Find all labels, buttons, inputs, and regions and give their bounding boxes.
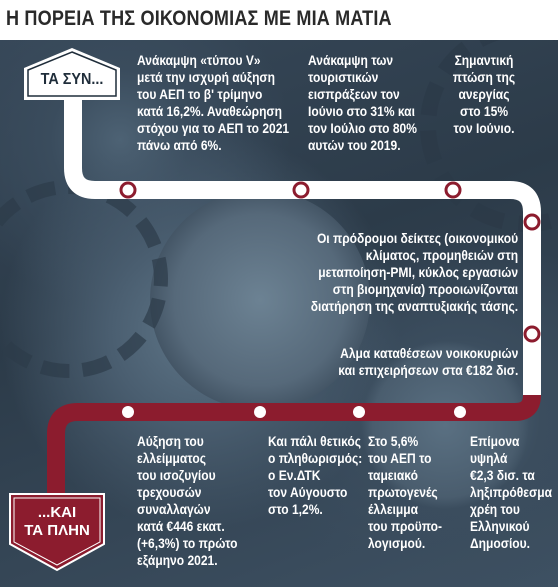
- text-line: πτώση της: [452, 69, 516, 85]
- text-line: εξάμηνο 2021.: [137, 552, 218, 568]
- coin-decoration: [150, 190, 370, 410]
- text-line: στο 1,2%.: [268, 501, 323, 517]
- end-arrow-sign: [9, 493, 105, 572]
- timeline-marker: [353, 406, 365, 418]
- text-line: μετά την ισχυρή αύξηση: [137, 69, 276, 85]
- text-line: κλίματος, προμηθειών στη: [365, 247, 518, 263]
- text-line: έλλειμμα: [368, 501, 419, 517]
- text-line: Ανάκαμψη «τύπου V»: [137, 52, 261, 68]
- timeline-marker: [444, 181, 462, 199]
- start-sign-label: ΤΑ ΣΥΝ...: [40, 71, 104, 88]
- text-line: Και πάλι θετικός: [268, 433, 362, 449]
- text-line: χρέη του: [470, 501, 520, 517]
- text-line: Αλμα καταθέσεων νοικοκυριών: [339, 345, 518, 361]
- negative-road: [47, 394, 541, 498]
- text-line: ανεργίας: [458, 86, 510, 102]
- header: Η ΠΟΡΕΙΑ ΤΗΣ ΟΙΚΟΝΟΜΙΑΣ ΜΕ ΜΙΑ ΜΑΤΙΑ: [0, 0, 558, 40]
- text-line: διατήρηση της αναπτυξιακής τάσης.: [310, 298, 518, 314]
- text-line: Σημαντική: [454, 52, 514, 68]
- text-line: του προϋπο-: [368, 518, 443, 534]
- negative-item-inflation: Και πάλι θετικός ο πληθωρισμός: ο Εν.ΔΤΚ τ…: [268, 433, 362, 518]
- text-line: ο πληθωρισμός:: [268, 450, 363, 466]
- text-line: Δημοσίου.: [470, 535, 531, 551]
- text-line: Αύξηση του: [137, 433, 204, 449]
- end-sign-label: ...ΚΑΙ ΤΑ ΠΛΗΝ: [10, 504, 104, 540]
- text-line: και επιχειρήσεων στα €182 δισ.: [337, 362, 518, 378]
- text-line: Ανάκαμψη των: [308, 52, 394, 68]
- positive-item-tourism: Ανάκαμψη των τουριστικών εισπράξεων τον Ιο…: [308, 52, 417, 154]
- text-line: κατά 16,2%. Αναθεώρηση: [137, 103, 283, 119]
- text-line: ελλείμματος: [137, 450, 206, 466]
- text-line: στόχου για το ΑΕΠ το 2021: [137, 120, 290, 136]
- timeline-marker: [523, 325, 541, 343]
- text-line: τον Ιούλιο στο 80%: [308, 120, 417, 136]
- text-line: ληξιπρόθεσμα: [470, 484, 553, 500]
- text-line: €2,3 δισ. τα: [470, 467, 535, 483]
- text-line: στη βιομηχανία) προοιωνίζονται: [332, 281, 518, 297]
- negative-item-arrears: Επίμονα υψηλά €2,3 δισ. τα ληξιπρόθεσμα χρέ…: [470, 433, 552, 552]
- text-line: τον Ιούνιο.: [453, 120, 515, 136]
- text-line: πάνω από 6%.: [137, 137, 222, 153]
- text-line: Στο 5,6%: [368, 433, 419, 449]
- text-line: συναλλαγών: [137, 501, 211, 517]
- text-line: του ΑΕΠ το β' τρίμηνο: [137, 86, 263, 102]
- text-line: πρωτογενές: [368, 484, 438, 500]
- text-line: κατά €446 εκατ.: [137, 518, 225, 534]
- positive-item-indicators: Οι πρόδρομοι δείκτες (οικονομικού κλίματο…: [311, 230, 518, 315]
- timeline-marker: [254, 406, 266, 418]
- end-sign-line: ΤΑ ΠΛΗΝ: [24, 522, 90, 539]
- text-line: τον Αύγουστο: [268, 484, 348, 500]
- text-line: λογισμού.: [368, 535, 426, 551]
- page-title: Η ΠΟΡΕΙΑ ΤΗΣ ΟΙΚΟΝΟΜΙΑΣ ΜΕ ΜΙΑ ΜΑΤΙΑ: [6, 7, 392, 30]
- negative-item-deficit: Στο 5,6% του ΑΕΠ το ταμειακό πρωτογενές έλλ…: [368, 433, 442, 552]
- text-line: υψηλά: [470, 450, 508, 466]
- positive-item-gdp: Ανάκαμψη «τύπου V» μετά την ισχυρή αύξηση…: [137, 52, 289, 154]
- text-line: του ΑΕΠ το: [368, 450, 432, 466]
- start-arrow-sign: [24, 48, 120, 100]
- text-line: (+6,3%) το πρώτο: [137, 535, 238, 551]
- text-line: ταμειακό: [368, 467, 418, 483]
- end-sign-line: ...ΚΑΙ: [37, 504, 77, 521]
- text-line: τουριστικών: [308, 69, 379, 85]
- text-line: Ιούνιο στο 31% και: [308, 103, 415, 119]
- positive-item-deposits: Αλμα καταθέσεων νοικοκυριών και επιχειρήσ…: [338, 345, 518, 379]
- timeline-marker: [119, 181, 137, 199]
- text-line: αυτών του 2019.: [308, 137, 401, 153]
- timeline-marker: [523, 213, 541, 231]
- text-line: μεταποίηση-PMI, κύκλος εργασιών: [318, 264, 518, 280]
- coin-decoration: [360, 340, 530, 510]
- text-line: Ελληνικού: [470, 518, 530, 534]
- timeline-marker: [454, 406, 466, 418]
- text-line: στο 15%: [459, 103, 509, 119]
- text-line: τρεχουσών: [137, 484, 202, 500]
- text-line: Οι πρόδρομοι δείκτες (οικονομικού: [316, 230, 518, 246]
- timeline-marker: [122, 406, 134, 418]
- text-line: του ισοζυγίου: [137, 467, 216, 483]
- text-line: Επίμονα: [470, 433, 520, 449]
- text-line: εισπράξεων τον: [308, 86, 400, 102]
- timeline-marker: [292, 181, 310, 199]
- text-line: ο Εν.ΔΤΚ: [268, 467, 321, 483]
- positive-item-unemployment: Σημαντική πτώση της ανεργίας στο 15% τον Ιο…: [441, 52, 527, 137]
- negative-item-current-account: Αύξηση του ελλείμματος του ισοζυγίου τρεχο…: [137, 433, 237, 569]
